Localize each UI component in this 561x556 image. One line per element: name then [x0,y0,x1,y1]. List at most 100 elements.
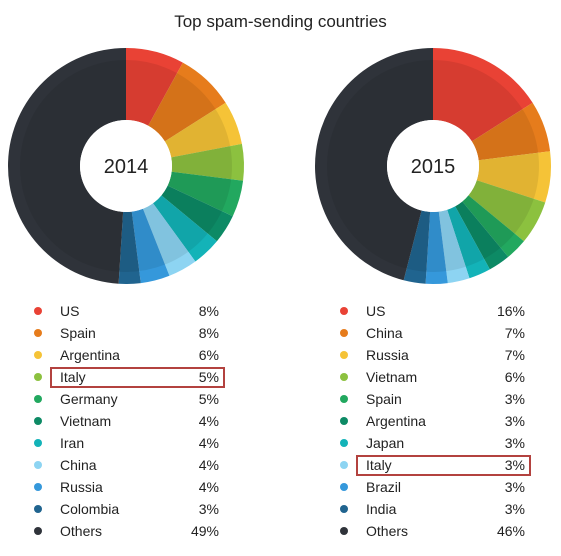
donut-center-label: 2015 [411,156,456,178]
legend-country: China [60,457,97,473]
legend-percent: 7% [504,325,525,341]
donut-slice-others [8,48,127,284]
legend-item: Others 46% [340,520,525,542]
donut-center-label: 2014 [104,156,149,178]
donut-slice-argentina [455,201,509,270]
donut-chart-2015: 2015 [314,48,551,284]
legend-marker [34,439,42,447]
donut-slice-brazil [425,211,448,284]
donut-slice-italy [171,143,244,181]
legend-country: Russia [366,347,409,363]
legend-percent: 3% [504,435,525,451]
chart-title: Top spam-sending countries [174,12,387,31]
legend-item: Vietnam 4% [34,410,219,432]
legend-percent: 3% [504,501,525,517]
donut-chart-2014: 2014 [8,48,244,284]
legend-marker [34,417,42,425]
legend-marker [340,329,348,337]
legend-marker [340,395,348,403]
legend-marker [340,373,348,381]
legend-country: Vietnam [60,413,112,429]
legend-percent: 3% [504,457,525,473]
donut-slice-italy [438,209,470,284]
legend-country: Argentina [366,413,426,429]
legend-country: Argentina [60,347,120,363]
donut-shade-ring [20,60,232,272]
legend-item: Spain 8% [34,322,219,344]
legend-country: Germany [60,391,118,407]
legend-item: Italy 3% [340,454,531,476]
legend-marker [340,417,348,425]
legend-percent: 16% [496,303,525,319]
legend-country: Italy [60,369,86,385]
legend-item: Russia 4% [34,476,219,498]
legend-percent: 8% [198,303,219,319]
legend-item: Argentina 6% [34,344,219,366]
legend-marker [34,527,42,535]
legend-marker [34,329,42,337]
legend-percent: 3% [504,391,525,407]
legend-marker [340,307,348,315]
legend-percent: 5% [198,369,219,385]
legend-item: Russia 7% [340,344,525,366]
legend-item: Germany 5% [34,388,219,410]
legend-marker [34,307,42,315]
donut-slice-colombia [118,211,141,284]
legend-item: Brazil 3% [340,476,525,498]
donut-slice-vietnam [161,185,233,242]
legend-marker [340,439,348,447]
legend-percent: 4% [198,479,219,495]
legend-percent: 7% [504,347,525,363]
legend-item: US 8% [34,300,219,322]
donut-slice-china [142,203,196,276]
legend-percent: 4% [198,457,219,473]
donut-slice-vietnam [468,180,546,242]
legend-marker [34,505,42,513]
legend-country: Colombia [60,501,120,517]
legend-item: Colombia 3% [34,498,219,520]
legend-item: Spain 3% [340,388,525,410]
legend-country: Iran [60,435,85,451]
legend-percent: 49% [190,523,219,539]
legend-country: Italy [366,457,392,473]
legend-country: Others [60,523,103,539]
legend-2015: US 16% China 7% Russia 7% Vietnam 6% Spain 3% Arge… [340,300,531,542]
legend-item: China 7% [340,322,525,344]
legend-percent: 5% [198,391,219,407]
legend-marker [340,461,348,469]
legend-marker [34,373,42,381]
legend-country: Vietnam [366,369,418,385]
legend-marker [340,505,348,513]
legend-percent: 6% [198,347,219,363]
legend-percent: 4% [198,413,219,429]
legend-country: US [60,303,80,319]
legend-percent: 8% [198,325,219,341]
donut-hole [80,120,172,212]
legend-country: China [366,325,403,341]
legend-item: US 16% [340,300,525,322]
legend-percent: 6% [504,369,525,385]
legend-item: Iran 4% [34,432,219,454]
donut-hole [387,120,479,212]
legend-item: Japan 3% [340,432,525,454]
donut-slice-spain [148,62,226,142]
legend-2014: US 8% Spain 8% Argentina 6% Italy 5% Germany 5% Vi… [34,300,225,542]
legend-marker [34,395,42,403]
legend-marker [34,351,42,359]
donut-slice-russia [131,208,170,284]
legend-country: Japan [366,435,405,451]
donut-slice-others [314,48,433,281]
legend-item: India 3% [340,498,525,520]
legend-item: Others 49% [34,520,219,542]
legend-country: US [366,303,386,319]
legend-item: Argentina 3% [340,410,525,432]
donut-shade-ring [327,60,539,272]
donut-slice-germany [167,171,244,217]
legend-item: Italy 5% [34,366,225,388]
legend-country: Spain [60,325,96,341]
donut-slice-china [471,102,551,161]
donut-slice-japan [447,206,490,279]
legend-country: India [366,501,397,517]
legend-country: Brazil [366,479,402,495]
donut-slice-india [403,210,431,284]
